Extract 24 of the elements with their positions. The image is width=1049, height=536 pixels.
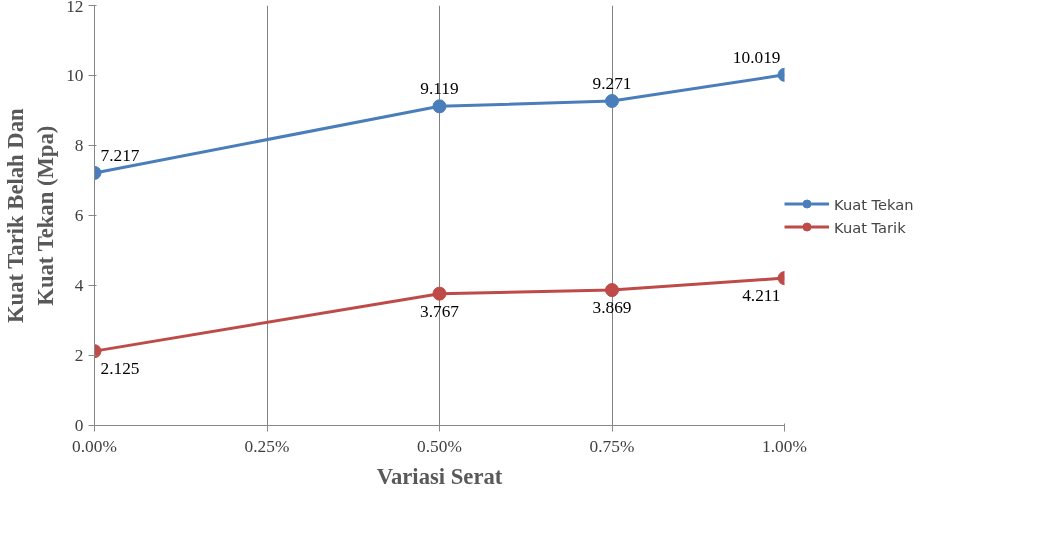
x-tick-label: 1.00% bbox=[762, 436, 807, 456]
data-label: 10.019 bbox=[732, 47, 781, 67]
y-tick-label: 0 bbox=[74, 416, 84, 435]
data-label: 3.869 bbox=[592, 298, 632, 318]
y-tick-label: 10 bbox=[66, 66, 84, 85]
data-label: 9.271 bbox=[592, 74, 632, 94]
y-tick-label: 12 bbox=[66, 0, 84, 16]
y-tick-label: 8 bbox=[74, 136, 84, 155]
data-label: 3.767 bbox=[420, 301, 460, 321]
y-tick-label: 6 bbox=[74, 206, 84, 225]
legend-label: Kuat Tekan bbox=[834, 195, 914, 212]
x-axis-title: Variasi Serat bbox=[376, 463, 503, 489]
y-tick-label: 4 bbox=[74, 276, 84, 295]
legend-label: Kuat Tarik bbox=[834, 218, 906, 235]
data-label: 2.125 bbox=[100, 359, 140, 379]
x-tick-label: 0.50% bbox=[417, 436, 462, 456]
data-label: 7.217 bbox=[100, 145, 140, 165]
x-tick-label: 0.00% bbox=[72, 436, 117, 456]
x-tick-label: 0.75% bbox=[589, 436, 635, 456]
x-tick-label: 0.25% bbox=[244, 436, 290, 456]
data-label: 9.119 bbox=[420, 79, 459, 99]
y-tick-label: 2 bbox=[74, 346, 84, 365]
data-label: 4.211 bbox=[742, 286, 781, 306]
y-axis-title: Kuat Tarik Belah Dan Kuat Tekan (Mpa) bbox=[3, 107, 59, 324]
